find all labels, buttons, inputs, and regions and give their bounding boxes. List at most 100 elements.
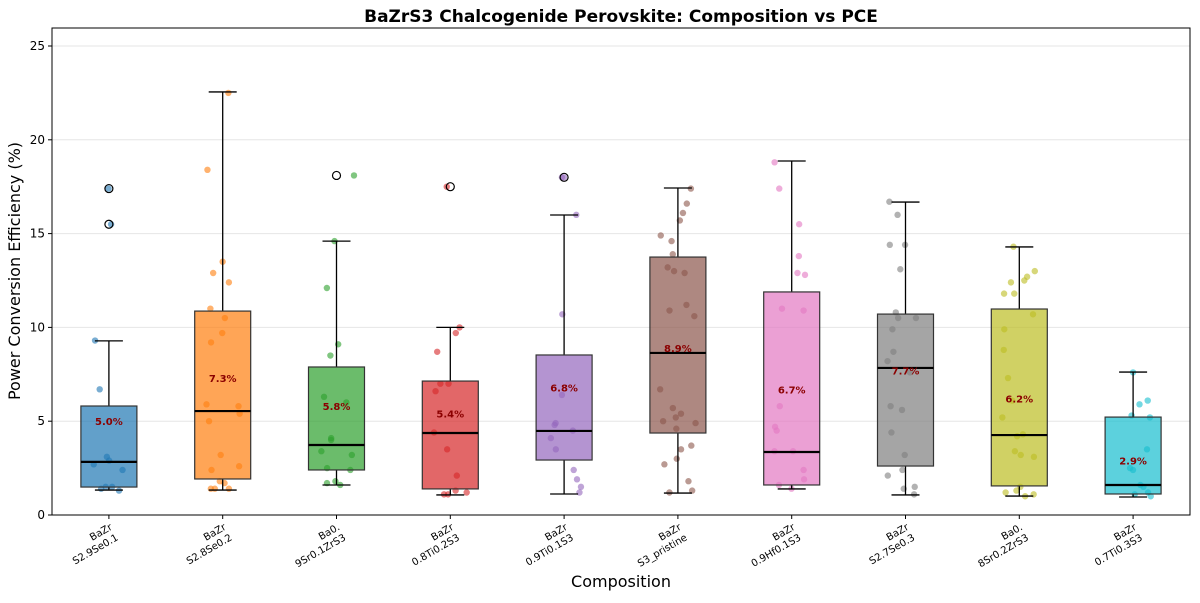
y-tick-label: 20 xyxy=(30,133,45,147)
data-point xyxy=(688,487,696,494)
y-tick-label: 15 xyxy=(30,227,45,241)
data-point xyxy=(771,159,778,166)
data-point xyxy=(576,489,583,496)
data-point xyxy=(1031,267,1038,275)
data-point xyxy=(886,241,894,249)
data-point xyxy=(1147,493,1154,500)
mean-label: 5.8% xyxy=(323,402,351,413)
data-point xyxy=(657,232,664,239)
data-point xyxy=(1136,401,1143,408)
box xyxy=(649,256,707,434)
data-point xyxy=(669,251,676,258)
data-point xyxy=(661,461,668,468)
data-point xyxy=(433,348,441,355)
data-point xyxy=(1011,290,1018,297)
chart-title: BaZrS3 Chalcogenide Perovskite: Composit… xyxy=(364,7,878,27)
y-tick-label: 25 xyxy=(30,39,45,53)
data-point xyxy=(673,455,680,462)
outlier-marker xyxy=(331,170,342,181)
data-point xyxy=(897,266,904,273)
data-point xyxy=(886,198,893,205)
data-point xyxy=(884,472,892,479)
data-point xyxy=(105,185,112,192)
data-point xyxy=(911,483,918,491)
data-point xyxy=(209,269,217,277)
outlier-marker xyxy=(104,183,114,194)
box xyxy=(1104,416,1162,495)
data-point xyxy=(96,386,103,393)
data-point xyxy=(207,485,215,492)
data-point xyxy=(776,185,783,192)
mean-label: 7.7% xyxy=(892,367,920,378)
outlier-marker xyxy=(104,219,114,229)
data-point xyxy=(323,284,331,292)
box xyxy=(80,405,138,488)
data-point xyxy=(204,166,211,174)
mean-label: 6.7% xyxy=(778,385,806,396)
data-point xyxy=(679,209,687,217)
mean-label: 8.9% xyxy=(664,344,692,355)
data-point xyxy=(894,211,901,219)
box xyxy=(876,313,935,467)
y-axis-label: Power Conversion Efficiency (%) xyxy=(5,142,24,400)
mean-label: 7.3% xyxy=(209,374,237,385)
mean-label: 2.9% xyxy=(1119,457,1147,468)
data-point xyxy=(795,221,803,228)
box xyxy=(421,380,479,490)
data-point xyxy=(1144,397,1151,404)
mean-label: 5.4% xyxy=(436,410,464,421)
box xyxy=(307,366,366,471)
data-point xyxy=(463,489,470,496)
data-point xyxy=(570,466,577,474)
data-point xyxy=(1013,487,1020,494)
data-point xyxy=(668,237,675,245)
y-axis: 0 5 10 15 20 25 xyxy=(30,39,52,522)
data-point xyxy=(350,172,358,179)
data-point xyxy=(677,446,685,453)
data-point xyxy=(1021,277,1028,284)
x-axis-label: Composition xyxy=(571,572,671,591)
data-point xyxy=(225,89,232,97)
data-point xyxy=(452,329,460,337)
data-point xyxy=(225,485,233,492)
x-tick-label: BaZrS3_pristine xyxy=(636,522,689,570)
boxes: 5.0% 7.3% 5.8% 5.4% 6.8% 8.9% 6.7% 7.7% 6.2% 2.9% xyxy=(80,91,1162,498)
data-point xyxy=(1007,279,1015,286)
data-point xyxy=(795,252,803,260)
data-point xyxy=(685,478,692,485)
y-tick-label: 0 xyxy=(37,508,45,522)
box xyxy=(194,310,252,480)
y-tick-label: 5 xyxy=(37,414,45,428)
x-tick-label: Ba0.8Sr0.2ZrS3 xyxy=(976,522,1030,570)
data-point xyxy=(573,476,581,483)
data-point xyxy=(225,279,233,286)
data-point xyxy=(1000,290,1008,297)
data-point xyxy=(801,271,809,279)
box xyxy=(990,308,1048,487)
data-point xyxy=(1002,489,1009,496)
outlier-marker xyxy=(445,182,455,192)
outlier-marker xyxy=(559,172,569,182)
mean-label: 6.8% xyxy=(550,383,578,394)
data-point xyxy=(577,483,585,491)
plot-frame xyxy=(51,27,1191,516)
data-point xyxy=(207,305,214,312)
data-point xyxy=(327,352,334,359)
data-point xyxy=(899,466,906,474)
box xyxy=(535,354,593,461)
data-point xyxy=(688,442,695,449)
mean-label: 5.0% xyxy=(95,417,123,428)
data-point xyxy=(683,200,691,207)
data-point xyxy=(794,269,801,277)
x-tick-label: Ba0.9Sr0.1ZrS3 xyxy=(294,522,348,570)
y-tick-label: 10 xyxy=(30,320,45,334)
mean-label: 6.2% xyxy=(1005,395,1033,406)
